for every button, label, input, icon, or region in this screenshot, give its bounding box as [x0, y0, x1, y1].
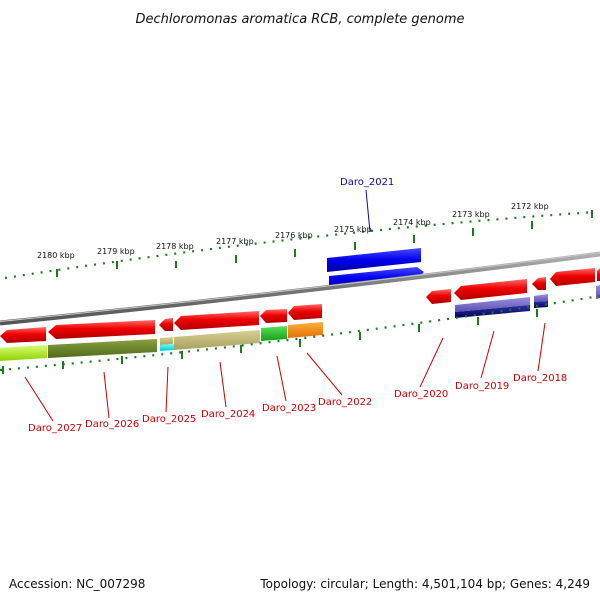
kbp-label: 2180 kbp [37, 251, 75, 260]
gene-arrow-reverse [0, 327, 46, 343]
gene-block-forward [327, 248, 421, 272]
leader-daro-2021 [365, 189, 371, 233]
feature-bar-khaki [174, 330, 260, 350]
leader-daro-2022 [306, 352, 343, 396]
kbp-label: 2178 kbp [156, 242, 194, 251]
accession-text: Accession: NC_007298 [9, 577, 146, 591]
gene-arrow-reverse [288, 304, 322, 320]
gene-label-daro-2020: Daro_2020 [394, 389, 448, 400]
kbp-tick-labels: 2180 kbp 2179 kbp 2178 kbp 2177 kbp 2176… [37, 202, 549, 260]
leader-daro-2026 [103, 371, 110, 419]
gene-arrow-reverse [426, 289, 451, 304]
genome-backbone [0, 251, 600, 326]
label-leader-lines [24, 189, 546, 422]
leader-daro-2023 [276, 355, 287, 402]
topology-text: Topology: circular; Length: 4,501,104 bp… [260, 577, 590, 591]
feature-bar-purple-small [534, 294, 548, 302]
feature-bar-khaki-left [160, 337, 173, 345]
genome-backbone-highlight [0, 252, 600, 322]
gene-arrow-reverse [260, 309, 287, 323]
leader-daro-2019 [480, 330, 495, 379]
feature-bar-olive [48, 339, 157, 358]
feature-bar-green [261, 326, 287, 341]
gene-arrow-reverse [454, 279, 527, 300]
gene-arrow-reverse [597, 268, 600, 281]
leader-daro-2024 [219, 361, 227, 408]
map-title: Dechloromonas aromatica RCB, complete ge… [135, 12, 464, 27]
gene-labels: Daro_2021 Daro_2027 Daro_2026 Daro_2025 … [28, 177, 567, 434]
kbp-label: 2174 kbp [393, 218, 431, 227]
gene-label-daro-2023: Daro_2023 [262, 403, 316, 414]
gene-label-daro-2021: Daro_2021 [340, 177, 394, 188]
gene-arrow-reverse [48, 320, 155, 339]
feature-bar-cyan [160, 344, 174, 351]
gene-arrow-reverse [550, 268, 595, 286]
leader-daro-2020 [419, 337, 444, 388]
kbp-label: 2176 kbp [275, 231, 313, 240]
gene-label-daro-2025: Daro_2025 [142, 414, 196, 425]
kbp-label: 2177 kbp [216, 237, 254, 246]
leader-daro-2027 [24, 376, 54, 422]
leader-daro-2025 [165, 366, 169, 413]
gene-label-daro-2024: Daro_2024 [201, 409, 255, 420]
gene-label-daro-2019: Daro_2019 [455, 381, 509, 392]
feature-bar-orange [288, 322, 323, 338]
gene-arrow-reverse [159, 318, 173, 331]
reverse-strand-genes [0, 268, 600, 343]
kbp-major-ticks [56, 210, 593, 277]
feature-bar-lime [0, 345, 47, 361]
leader-daro-2018 [537, 322, 546, 372]
gene-label-daro-2018: Daro_2018 [513, 373, 567, 384]
gene-arrow-reverse [174, 311, 259, 330]
reverse-feature-bars [0, 294, 548, 361]
gene-arrow-reverse [532, 277, 546, 290]
feature-bar-purple [455, 297, 530, 312]
upper-tick-track [4, 210, 596, 280]
gene-label-daro-2022: Daro_2022 [318, 397, 372, 408]
gene-label-daro-2027: Daro_2027 [28, 423, 82, 434]
kbp-label: 2172 kbp [511, 202, 549, 211]
gene-label-daro-2026: Daro_2026 [85, 419, 139, 430]
kbp-label: 2173 kbp [452, 210, 490, 219]
kbp-label: 2175 kbp [334, 225, 372, 234]
lower-major-ticks [2, 309, 538, 374]
kbp-label: 2179 kbp [97, 247, 135, 256]
